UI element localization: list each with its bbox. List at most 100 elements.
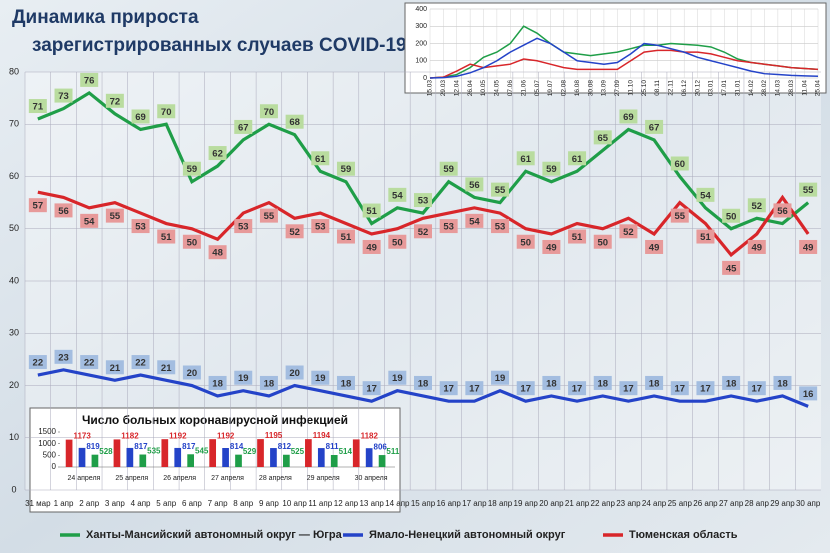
value-label: 22 <box>33 358 44 369</box>
value-label: 20 <box>289 368 300 379</box>
bar <box>187 454 194 467</box>
x-tick-label: 17 апр <box>462 499 487 508</box>
value-label: 51 <box>366 206 377 217</box>
value-label: 17 <box>700 384 711 395</box>
value-label: 18 <box>597 378 608 389</box>
value-label-box <box>336 229 355 244</box>
x-tick-label: 23 апр <box>616 499 641 508</box>
value-label: 53 <box>495 222 506 233</box>
value-label: 19 <box>495 373 506 384</box>
value-label-box <box>336 375 355 390</box>
bar <box>283 454 290 467</box>
value-label: 18 <box>341 378 352 389</box>
value-label-box <box>311 151 330 166</box>
value-label: 49 <box>803 242 814 253</box>
value-label-box <box>516 234 535 249</box>
value-label: 59 <box>341 164 352 175</box>
x-tick-label: 3 апр <box>105 499 125 508</box>
value-label-box <box>722 208 741 223</box>
inset-y-tick-label: 500 <box>43 450 57 459</box>
value-label-box <box>696 229 715 244</box>
title-line: зарегистрированных случаев COVID-19 <box>32 35 407 56</box>
value-label-box <box>645 119 664 134</box>
inset-x-tick-label: 27.09 <box>614 80 621 97</box>
value-label-box <box>773 203 792 218</box>
value-label: 54 <box>700 190 711 201</box>
x-tick-label: 10 апр <box>282 499 307 508</box>
value-label: 59 <box>443 164 454 175</box>
value-label-box <box>311 219 330 234</box>
value-label-box <box>465 213 484 228</box>
value-label-box <box>516 151 535 166</box>
value-label-box <box>773 375 792 390</box>
value-label: 21 <box>110 363 121 374</box>
value-label-box <box>542 375 561 390</box>
x-tick-label: 25 апр <box>668 499 693 508</box>
value-label: 69 <box>623 112 634 123</box>
value-label: 52 <box>418 227 429 238</box>
value-label: 53 <box>238 222 249 233</box>
value-label: 70 <box>161 107 172 118</box>
y-tick-label: 70 <box>9 119 19 129</box>
x-tick-label: 21 апр <box>565 499 590 508</box>
value-label: 55 <box>674 211 685 222</box>
value-label-box <box>696 381 715 396</box>
value-label: 53 <box>135 222 146 233</box>
series-line <box>37 368 809 408</box>
bar-value-label: 812 <box>278 442 292 451</box>
value-label-box <box>131 219 150 234</box>
value-label-box <box>259 375 278 390</box>
inset-x-tick-label: 06.12 <box>681 80 688 97</box>
inset-x-tick-label: 12.04 <box>453 80 460 97</box>
title-line: Динамика прироста <box>12 7 199 28</box>
x-tick-label: 30 апр <box>796 499 821 508</box>
x-tick-label: 22 апр <box>591 499 616 508</box>
x-tick-label: 27 апр <box>719 499 744 508</box>
legend-label: Ямало-Ненецкий автономный округ <box>369 529 566 541</box>
inset-x-tick-label: 14.03 <box>775 80 782 97</box>
value-label-box <box>336 161 355 176</box>
value-label-box <box>311 370 330 385</box>
bar <box>352 439 360 467</box>
value-label: 17 <box>623 384 634 395</box>
bar <box>139 454 147 467</box>
value-label-box <box>670 381 689 396</box>
value-label-box <box>208 245 227 260</box>
value-label-box <box>208 146 227 161</box>
value-label-box <box>619 109 638 124</box>
bar <box>78 447 86 467</box>
value-label: 50 <box>597 237 608 248</box>
inset-x-tick-label: 28 апреля <box>259 475 292 482</box>
bar-value-label: 1194 <box>313 431 331 440</box>
value-label-box <box>182 365 201 380</box>
inset-x-tick-label: 24 апреля <box>68 475 101 482</box>
value-label-box <box>54 349 73 364</box>
bar-value-label: 535 <box>147 447 161 456</box>
inset-x-tick-label: 15.03 <box>427 80 434 97</box>
value-label-box <box>799 239 818 254</box>
value-label-box <box>285 114 304 129</box>
value-label: 49 <box>546 242 557 253</box>
x-tick-label: 6 апр <box>182 499 202 508</box>
bar-value-label: 811 <box>326 442 339 451</box>
value-label-box <box>285 224 304 239</box>
y-tick-label: 60 <box>9 171 19 181</box>
value-label: 17 <box>674 384 685 395</box>
value-label-box <box>799 386 818 401</box>
value-label-box <box>619 381 638 396</box>
value-label: 19 <box>238 373 249 384</box>
inset-y-tick-label: 1500 <box>38 427 56 436</box>
value-label: 50 <box>392 237 403 248</box>
inset-x-tick-label: 08.11 <box>654 80 661 96</box>
x-tick-label: 4 апр <box>131 499 151 508</box>
inset-y-tick-label: 300 <box>415 23 427 30</box>
value-label-box <box>722 260 741 275</box>
bar <box>174 447 182 467</box>
inset-x-tick-label: 29.03 <box>440 80 447 97</box>
value-label: 57 <box>33 201 44 212</box>
value-label-box <box>799 182 818 197</box>
value-label-box <box>362 239 381 254</box>
value-label-box <box>645 375 664 390</box>
bar-value-label: 1192 <box>217 431 235 440</box>
